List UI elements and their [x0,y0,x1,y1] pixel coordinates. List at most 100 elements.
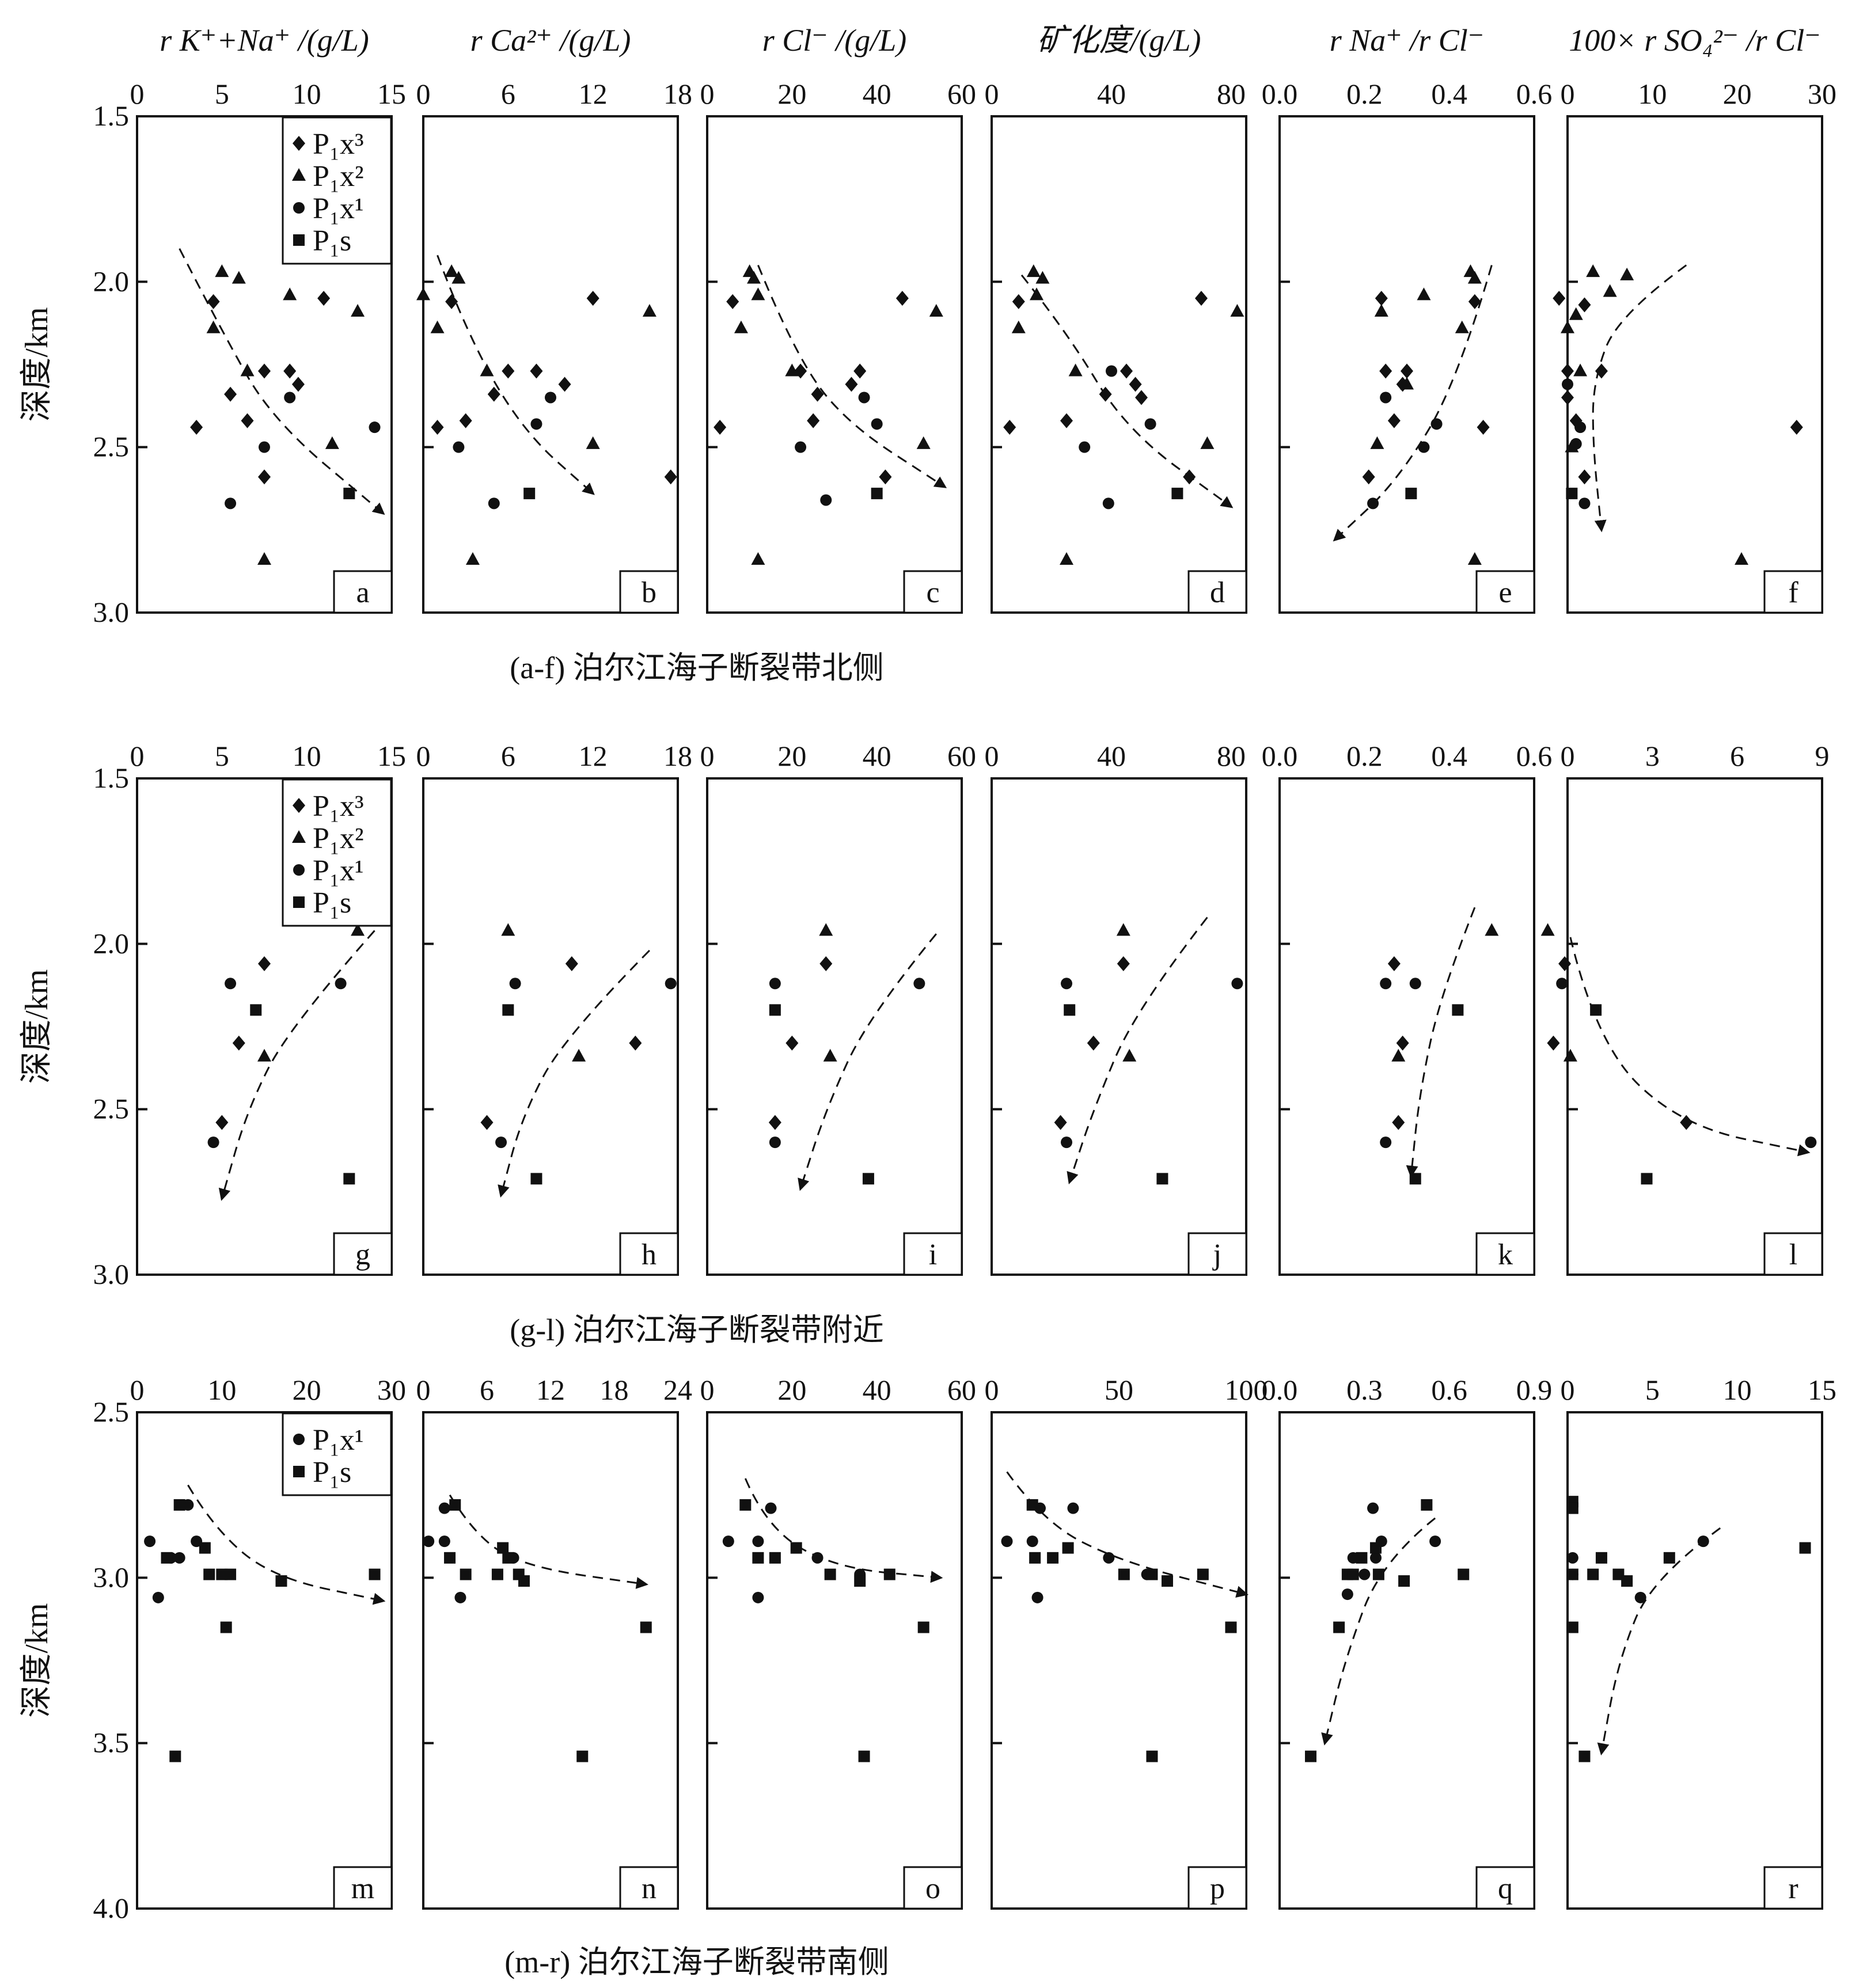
x-tick-label: 60 [947,740,976,772]
point-square [640,1621,652,1633]
x-tick-label: 18 [663,740,692,772]
point-circle [152,1591,164,1603]
point-square [460,1568,472,1580]
point-diamond [1387,413,1401,428]
point-circle [1102,497,1114,510]
point-square [173,1499,185,1511]
point-circle [811,1552,824,1564]
point-square [343,1173,355,1185]
point-circle [1341,1588,1353,1601]
point-diamond [1558,956,1572,971]
point-circle [369,421,381,434]
point-diamond [714,420,727,435]
point-circle [1367,497,1379,510]
point-diamond [487,386,500,402]
legend-label: P₁s [313,887,351,919]
legend-marker [292,168,306,181]
point-triangle [747,271,761,284]
point-triangle [1540,923,1555,936]
panel-frame [422,115,679,614]
point-diamond [1595,363,1608,379]
trend-line [1597,1527,1721,1756]
point-diamond [258,956,271,971]
depth-axis-label: 深度/km [19,969,55,1084]
point-square [1029,1552,1041,1564]
trend-line [798,933,937,1191]
point-triangle [1116,923,1130,936]
x-tick-label: 0 [416,1374,431,1406]
point-triangle [1467,552,1482,565]
point-circle [1430,418,1443,430]
point-circle [1380,978,1392,990]
x-tick-label: 80 [1217,740,1246,772]
point-circle [752,1535,764,1548]
x-tick-label: 0.9 [1516,1374,1553,1406]
y-tick-label: 1.5 [93,100,130,132]
x-tick-label: 0 [700,740,715,772]
point-diamond [1379,363,1392,379]
x-tick-label: 12 [579,78,608,110]
point-triangle [480,363,494,377]
point-square [1641,1173,1653,1185]
x-tick-label: 6 [501,78,515,110]
row-1-caption: (a-f) 泊尔江海子断裂带北侧 [510,651,883,685]
point-circle [1001,1535,1013,1548]
trend-line [218,930,375,1201]
point-circle [1031,1591,1043,1603]
point-circle [1574,421,1587,434]
panel-label-box [333,1866,393,1910]
y-tick-label: 2.5 [93,431,130,463]
point-square [1197,1568,1209,1580]
legend-label: P₁x¹ [313,1424,364,1457]
point-circle [795,441,807,453]
point-square [1799,1542,1811,1554]
panel-label-box [1187,570,1247,614]
point-circle [1566,1552,1578,1564]
trend-line [1020,274,1234,508]
point-circle [1231,978,1243,990]
point-diamond [785,1035,799,1051]
point-circle [1144,418,1156,430]
panel-frame [422,777,679,1276]
point-triangle [1030,287,1043,301]
panel-label: g [355,1238,370,1271]
x-tick-label: 0.4 [1431,78,1467,110]
legend-marker [293,864,305,876]
x-tick-label: 0.2 [1346,740,1383,772]
point-square [1372,1568,1384,1580]
point-circle [752,1591,764,1603]
x-tick-label: 50 [1105,1374,1133,1406]
x-tick-label: 0 [985,78,999,110]
point-diamond [1680,1115,1693,1130]
point-diamond [317,291,331,306]
legend-label: P₁s [313,1456,351,1489]
point-square [883,1568,895,1580]
y-tick-label: 4.0 [93,1892,130,1924]
panel-label: p [1210,1872,1225,1905]
trend-line [1333,265,1493,542]
point-triangle [819,923,833,936]
panel-label: n [642,1872,657,1905]
panel-frame [136,1411,393,1910]
point-triangle [1620,267,1634,280]
panel-label-box [1187,1232,1247,1276]
point-triangle [283,287,297,301]
panel-b: 0 6 12 18 r Ca²⁺ /(g/L) b [416,23,692,614]
point-circle [1805,1136,1817,1149]
point-circle [225,497,237,510]
point-diamond [1375,291,1388,306]
x-tick-label: 0.6 [1431,1374,1467,1406]
y-tick-label: 3.0 [93,1258,130,1290]
point-square [1347,1568,1359,1580]
point-circle [665,978,677,990]
point-square [250,1004,262,1016]
x-tick-label: 0 [1561,78,1575,110]
point-triangle [1467,271,1482,284]
point-triangle [1122,1048,1137,1062]
x-tick-label: 10 [1723,1374,1752,1406]
point-circle [820,494,832,506]
x-tick-label: 0.2 [1346,78,1383,110]
point-triangle [257,1048,271,1062]
trend-line [1592,264,1687,533]
point-square [1225,1621,1237,1633]
